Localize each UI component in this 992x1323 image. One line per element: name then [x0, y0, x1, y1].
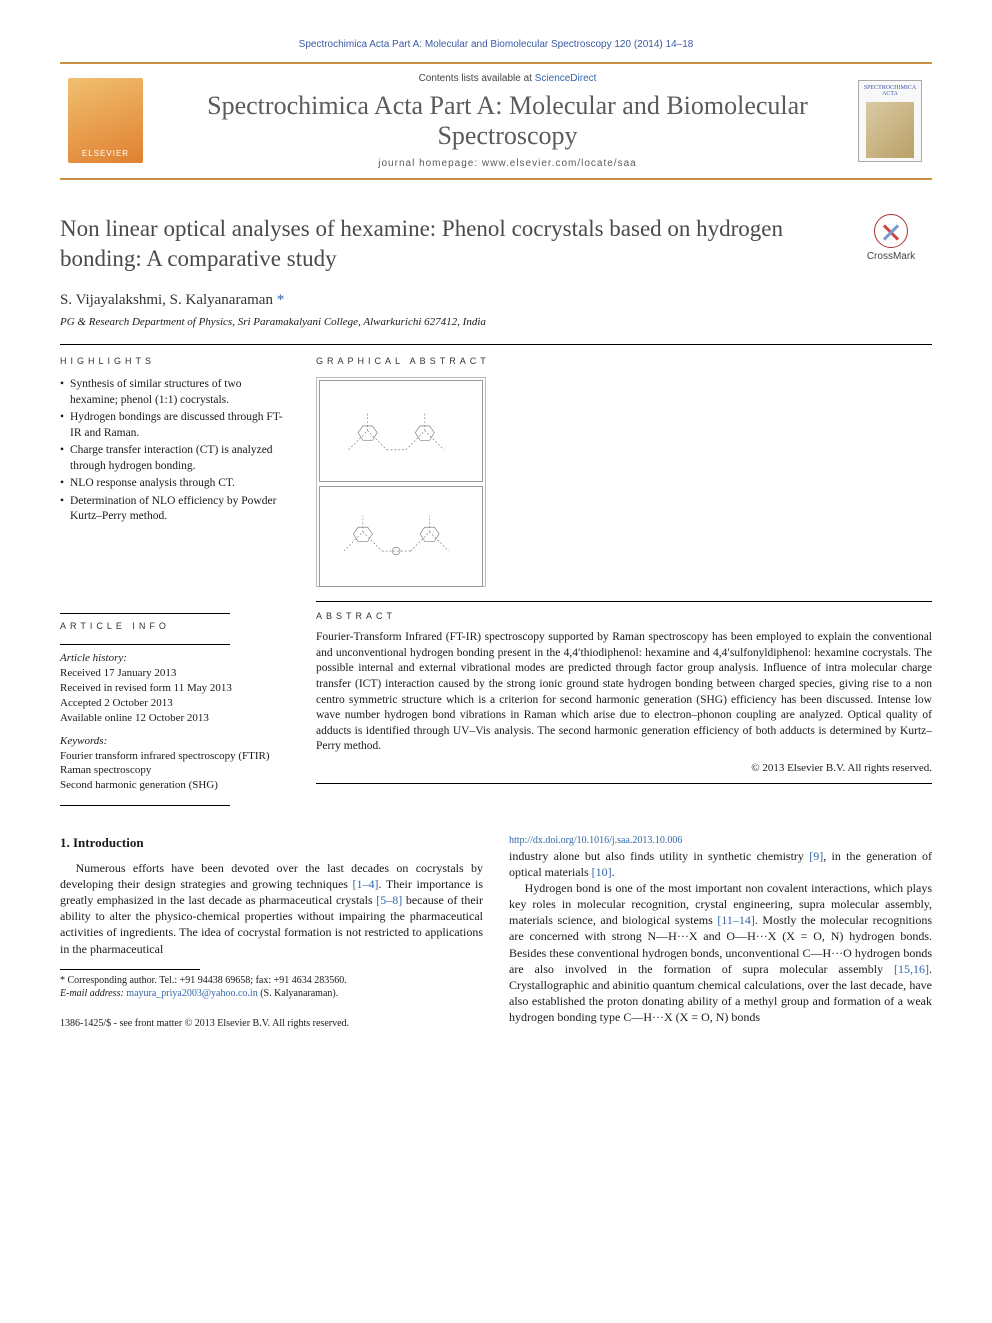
- title-wrap: Non linear optical analyses of hexamine:…: [60, 214, 850, 274]
- journal-header: ELSEVIER Contents lists available at Sci…: [60, 62, 932, 181]
- journal-homepage: journal homepage: www.elsevier.com/locat…: [157, 157, 858, 171]
- contents-prefix: Contents lists available at: [419, 73, 535, 84]
- article-info-pane: ARTICLE INFO Article history: Received 1…: [60, 601, 290, 812]
- body-paragraph: industry alone but also finds utility in…: [509, 848, 932, 880]
- article-history-head: Article history:: [60, 651, 290, 666]
- email-suffix: (S. Kalyanaraman).: [260, 988, 338, 999]
- article-body: 1. Introduction Numerous efforts have be…: [60, 834, 932, 1030]
- citation-link[interactable]: [5–8]: [376, 893, 402, 907]
- article-info-body: Article history: Received 17 January 201…: [60, 651, 290, 793]
- highlight-item: Charge transfer interaction (CT) is anal…: [60, 443, 290, 474]
- body-text: industry alone but also finds utility in…: [509, 849, 809, 863]
- corresponding-marker: *: [277, 292, 285, 308]
- body-paragraph: Hydrogen bond is one of the most importa…: [509, 880, 932, 1026]
- doi-link[interactable]: http://dx.doi.org/10.1016/j.saa.2013.10.…: [509, 834, 932, 848]
- divider: [60, 805, 230, 806]
- crossmark-label: CrossMark: [867, 251, 915, 262]
- graphical-abstract-heading: GRAPHICAL ABSTRACT: [316, 355, 932, 367]
- crossmark-badge[interactable]: CrossMark: [850, 214, 932, 274]
- affiliation: PG & Research Department of Physics, Sri…: [60, 315, 932, 330]
- graphical-abstract-image: [316, 377, 486, 587]
- crossmark-icon: [874, 214, 908, 248]
- highlights-pane: HIGHLIGHTS Synthesis of similar structur…: [60, 355, 290, 587]
- history-line: Received 17 January 2013: [60, 666, 290, 681]
- highlight-item: Determination of NLO efficiency by Powde…: [60, 494, 290, 525]
- intro-heading: 1. Introduction: [60, 834, 483, 852]
- authors-line: S. Vijayalakshmi, S. Kalyanaraman *: [60, 290, 932, 310]
- journal-name: Spectrochimica Acta Part A: Molecular an…: [157, 91, 858, 151]
- divider: [316, 783, 932, 784]
- divider: [60, 344, 932, 345]
- citation-link[interactable]: [15,16]: [894, 962, 929, 976]
- abstract-copyright: © 2013 Elsevier B.V. All rights reserved…: [316, 761, 932, 776]
- cover-thumb-label: SPECTROCHIMICA ACTA: [859, 85, 921, 98]
- contents-available-line: Contents lists available at ScienceDirec…: [157, 72, 858, 86]
- abstract-text: Fourier-Transform Infrared (FT-IR) spect…: [316, 630, 932, 754]
- email-link[interactable]: mayura_priya2003@yahoo.co.in: [126, 988, 257, 999]
- body-text: .: [612, 865, 615, 879]
- article-title: Non linear optical analyses of hexamine:…: [60, 214, 820, 274]
- citation-link[interactable]: [9]: [809, 849, 823, 863]
- ga-structure-1: [319, 380, 483, 481]
- article-info-heading: ARTICLE INFO: [60, 620, 290, 632]
- divider: [60, 644, 230, 645]
- highlight-item: Hydrogen bondings are discussed through …: [60, 410, 290, 441]
- email-line: E-mail address: mayura_priya2003@yahoo.c…: [60, 987, 483, 1001]
- body-paragraph: Numerous efforts have been devoted over …: [60, 860, 483, 957]
- divider: [316, 601, 932, 602]
- elsevier-logo-text: ELSEVIER: [82, 149, 129, 164]
- keywords-head: Keywords:: [60, 734, 290, 749]
- info-abstract-row: ARTICLE INFO Article history: Received 1…: [60, 601, 932, 812]
- ga-structure-2: [319, 486, 483, 587]
- history-line: Received in revised form 11 May 2013: [60, 681, 290, 696]
- keyword: Fourier transform infrared spectroscopy …: [60, 749, 290, 764]
- graphical-abstract-pane: GRAPHICAL ABSTRACT: [316, 355, 932, 587]
- abstract-pane: ABSTRACT Fourier-Transform Infrared (FT-…: [316, 601, 932, 812]
- header-center: Contents lists available at ScienceDirec…: [157, 72, 858, 171]
- citation-line: Spectrochimica Acta Part A: Molecular an…: [60, 38, 932, 52]
- corr-author-line: * Corresponding author. Tel.: +91 94438 …: [60, 974, 483, 988]
- title-block: Non linear optical analyses of hexamine:…: [60, 214, 932, 274]
- keyword: Raman spectroscopy: [60, 763, 290, 778]
- history-line: Accepted 2 October 2013: [60, 696, 290, 711]
- highlight-item: Synthesis of similar structures of two h…: [60, 377, 290, 408]
- sciencedirect-link[interactable]: ScienceDirect: [535, 73, 597, 84]
- citation-link[interactable]: [11–14]: [717, 913, 755, 927]
- highlights-list: Synthesis of similar structures of two h…: [60, 377, 290, 525]
- citation-link[interactable]: [10]: [592, 865, 612, 879]
- keyword: Second harmonic generation (SHG): [60, 778, 290, 793]
- citation-link[interactable]: [1–4]: [353, 877, 379, 891]
- highlights-heading: HIGHLIGHTS: [60, 355, 290, 367]
- authors-names: S. Vijayalakshmi, S. Kalyanaraman: [60, 292, 273, 308]
- history-line: Available online 12 October 2013: [60, 711, 290, 726]
- cover-thumb-image: [866, 102, 914, 158]
- abstract-heading: ABSTRACT: [316, 610, 932, 622]
- journal-cover-thumb: SPECTROCHIMICA ACTA: [858, 80, 922, 162]
- email-label: E-mail address:: [60, 988, 124, 999]
- front-matter-line: 1386-1425/$ - see front matter © 2013 El…: [60, 1017, 483, 1031]
- highlights-row: HIGHLIGHTS Synthesis of similar structur…: [60, 355, 932, 587]
- footnote-divider: [60, 969, 200, 970]
- elsevier-logo: ELSEVIER: [68, 78, 143, 163]
- highlight-item: NLO response analysis through CT.: [60, 476, 290, 492]
- corresponding-footnote: * Corresponding author. Tel.: +91 94438 …: [60, 974, 483, 1001]
- divider: [60, 613, 230, 614]
